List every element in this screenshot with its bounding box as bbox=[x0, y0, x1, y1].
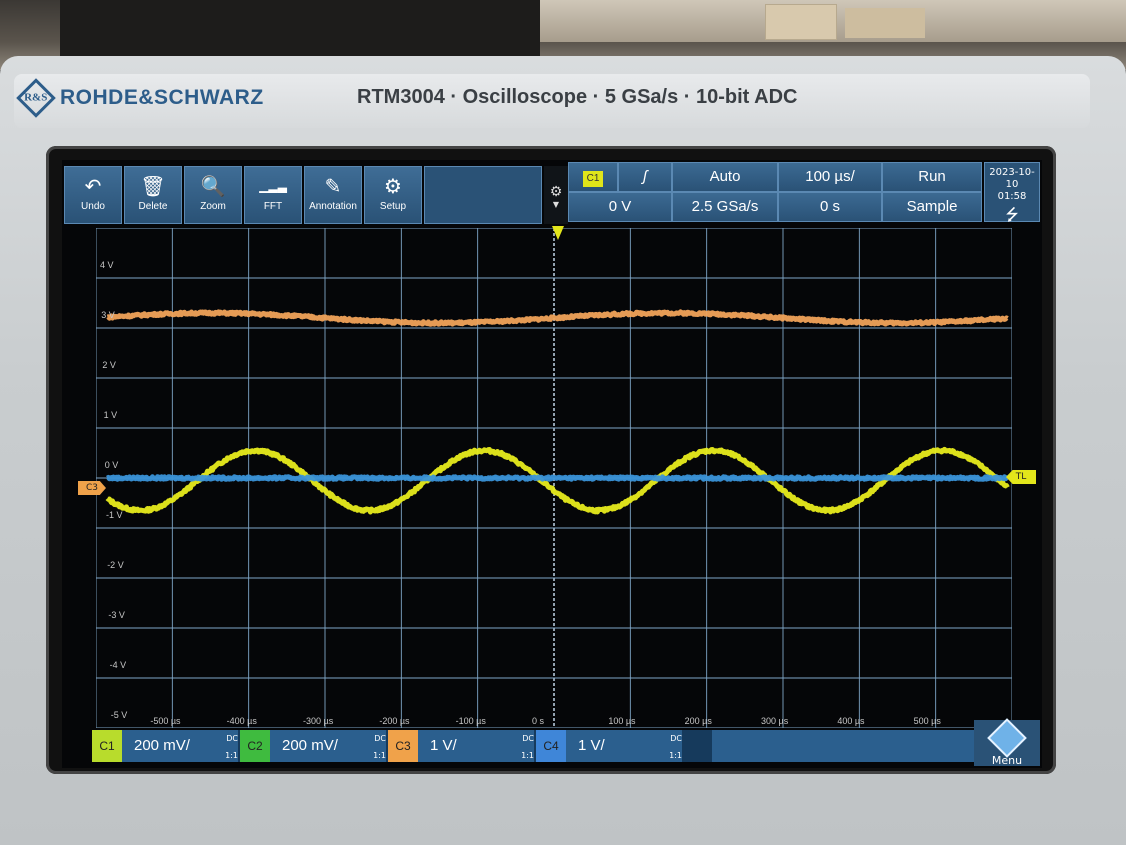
gear-icon: ⚙ bbox=[384, 174, 402, 198]
channel-c1[interactable]: C1 200 mV/DC 1:1 bbox=[92, 730, 240, 762]
time-tick-label: 500 µs bbox=[913, 716, 941, 726]
channel-coupling: DC 1:1 bbox=[669, 733, 682, 761]
brand: R&S ROHDE&SCHWARZ bbox=[16, 78, 264, 118]
rohde-schwarz-logo-icon: R&S bbox=[16, 78, 56, 118]
usb-icon: ⭍ bbox=[1005, 205, 1019, 224]
time-tick-label: 100 µs bbox=[608, 716, 636, 726]
probe-ratio: 1:1 bbox=[225, 751, 238, 760]
waveform-grid bbox=[96, 228, 1012, 728]
probe-ratio: 1:1 bbox=[521, 751, 534, 760]
channel-coupling: DC 1:1 bbox=[373, 733, 386, 761]
trace-c4 bbox=[105, 474, 1009, 482]
probe-ratio: 1:1 bbox=[373, 751, 386, 760]
trigger-slope-icon[interactable]: ʃ bbox=[618, 162, 672, 192]
channel-scale: 1 V/ bbox=[418, 730, 534, 762]
volt-tick-label: 4 V bbox=[100, 260, 114, 270]
trace-c2 bbox=[105, 309, 1009, 327]
time-offset[interactable]: 0 s bbox=[778, 192, 882, 222]
channel-coupling: DC 1:1 bbox=[225, 733, 238, 761]
channel-c3[interactable]: C3 1 V/DC 1:1 bbox=[388, 730, 536, 762]
fft-icon: ▁▂▃ bbox=[259, 179, 287, 193]
channel-c2[interactable]: C2 200 mV/DC 1:1 bbox=[240, 730, 388, 762]
background-box bbox=[845, 8, 925, 38]
trigger-level-marker[interactable]: TL bbox=[1006, 470, 1036, 484]
run-state[interactable]: Run bbox=[882, 162, 982, 192]
status-panel: C1 ʃ Auto 100 µs/ Run 0 V 2.5 GSa/s 0 s … bbox=[568, 162, 982, 222]
volt-tick-label: 0 V bbox=[104, 460, 119, 470]
chevron-down-icon: ▼ bbox=[552, 200, 560, 209]
volt-tick-label: 1 V bbox=[103, 410, 118, 420]
rohde-schwarz-logo-icon bbox=[987, 718, 1027, 758]
time-tick-label: 0 s bbox=[532, 716, 545, 726]
trace-c1 bbox=[105, 446, 1010, 515]
model-description: RTM3004 · Oscilloscope · 5 GSa/s · 10-bi… bbox=[357, 86, 798, 108]
ch3-offset-marker[interactable]: C3 bbox=[78, 481, 106, 495]
zoom-button[interactable]: 🔍 Zoom bbox=[184, 166, 242, 224]
front-panel-label-strip bbox=[14, 74, 1090, 128]
setup-button[interactable]: ⚙ Setup bbox=[364, 166, 422, 224]
time-tick-label: -200 µs bbox=[379, 716, 410, 726]
channel-bar: C1 200 mV/DC 1:1 C2 200 mV/DC 1:1 C3 1 V/DC 1:1 C… bbox=[92, 730, 1002, 762]
pencil-icon: ✎ bbox=[324, 174, 342, 198]
undo-arrow-icon: ↶ bbox=[84, 174, 102, 198]
volt-tick-label: -1 V bbox=[106, 510, 123, 520]
channel-scale: 200 mV/ bbox=[270, 730, 386, 762]
toolbar-settings-toggle[interactable]: ⚙ ▼ bbox=[544, 166, 568, 224]
menu-button[interactable]: Menu bbox=[974, 718, 1040, 767]
volt-tick-label: -3 V bbox=[108, 610, 125, 620]
trigger-mode[interactable]: Auto bbox=[672, 162, 778, 192]
channel-c4[interactable]: C4 1 V/DC 1:1 bbox=[536, 730, 684, 762]
trigger-source[interactable]: C1 bbox=[568, 162, 618, 192]
volt-tick-label: 2 V bbox=[102, 360, 116, 370]
trigger-level[interactable]: 0 V bbox=[568, 192, 672, 222]
time-tick-label: 200 µs bbox=[684, 716, 712, 726]
channel-bar-empty bbox=[712, 730, 1002, 762]
background-dark-object bbox=[60, 0, 540, 58]
time-tick-label: -400 µs bbox=[226, 716, 257, 726]
waveform-display[interactable]: 4 V 3 V 2 V 1 V 0 V -1 V -2 V -3 V -4 V -5 V -500 … bbox=[96, 228, 1012, 728]
time-tick-label: 300 µs bbox=[761, 716, 789, 726]
channel-coupling: DC 1:1 bbox=[521, 733, 534, 761]
channel-scale: 1 V/ bbox=[566, 730, 682, 762]
channel-tag: C1 bbox=[92, 730, 122, 762]
coupling-label: DC bbox=[670, 734, 682, 743]
brand-name: ROHDE&SCHWARZ bbox=[60, 86, 264, 109]
channel-tag: C4 bbox=[536, 730, 566, 762]
time-tick-label: 400 µs bbox=[837, 716, 865, 726]
volt-tick-label: 3 V bbox=[101, 310, 115, 320]
fft-button[interactable]: ▁▂▃ FFT bbox=[244, 166, 302, 224]
coupling-label: DC bbox=[374, 734, 386, 743]
trash-icon: 🗑 bbox=[140, 174, 166, 198]
channel-scale: 200 mV/ bbox=[122, 730, 238, 762]
volt-tick-label: -5 V bbox=[110, 710, 128, 720]
probe-ratio: 1:1 bbox=[669, 751, 682, 760]
undo-button[interactable]: ↶ Undo bbox=[64, 166, 122, 224]
annotation-button[interactable]: ✎ Annotation bbox=[304, 166, 362, 224]
channel-tag: C2 bbox=[240, 730, 270, 762]
volt-tick-label: -2 V bbox=[107, 560, 124, 570]
time-tick-label: -100 µs bbox=[455, 716, 486, 726]
acquisition-mode[interactable]: Sample bbox=[882, 192, 982, 222]
sample-rate[interactable]: 2.5 GSa/s bbox=[672, 192, 778, 222]
volt-tick-label: -4 V bbox=[109, 660, 127, 670]
oscilloscope-screen: ↶ Undo 🗑 Delete 🔍 Zoom ▁▂▃ FFT ✎ Annotat… bbox=[62, 160, 1042, 768]
background-box bbox=[765, 4, 837, 40]
coupling-label: DC bbox=[226, 734, 238, 743]
time-tick-label: -300 µs bbox=[303, 716, 334, 726]
gear-icon: ⚙ bbox=[549, 184, 563, 200]
date-time: 2023-10-10 01:58 ⭍ bbox=[984, 162, 1040, 224]
timebase[interactable]: 100 µs/ bbox=[778, 162, 882, 192]
time-tick-label: -500 µs bbox=[150, 716, 181, 726]
toolbar-empty-area bbox=[424, 166, 542, 224]
channel-tag: C3 bbox=[388, 730, 418, 762]
coupling-label: DC bbox=[522, 734, 534, 743]
zoom-icon: 🔍 bbox=[200, 174, 226, 198]
delete-button[interactable]: 🗑 Delete bbox=[124, 166, 182, 224]
